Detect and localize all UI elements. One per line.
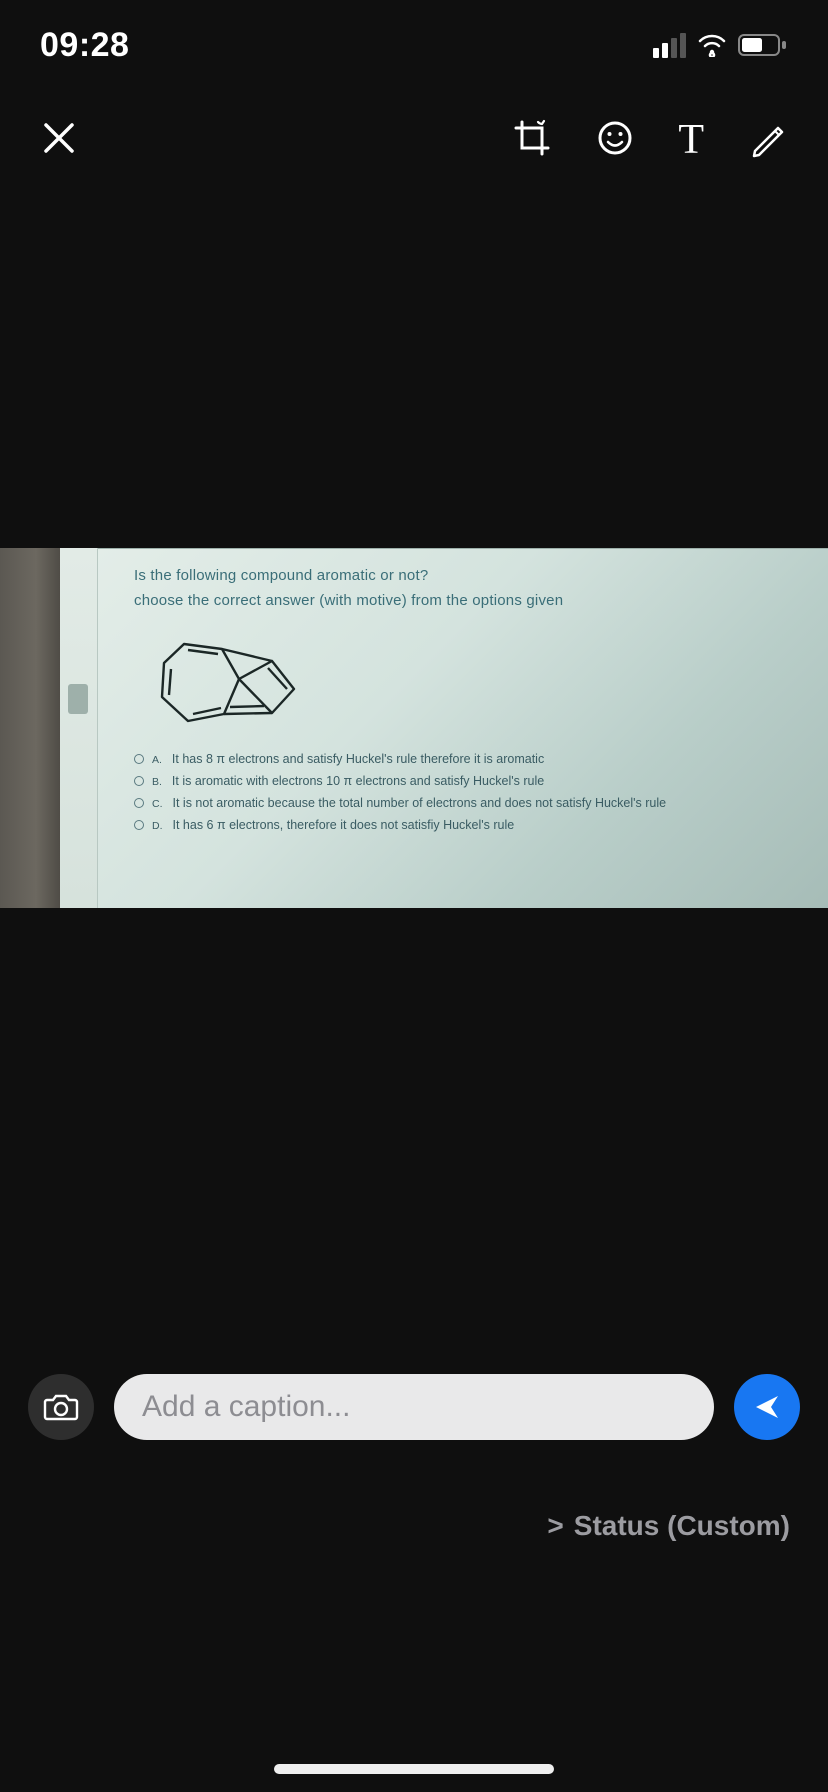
home-indicator[interactable] — [274, 1764, 554, 1774]
send-button[interactable] — [734, 1374, 800, 1440]
option-b: B. It is aromatic with electrons 10 π el… — [134, 774, 808, 788]
crop-icon — [512, 118, 552, 158]
cellular-signal-icon — [653, 33, 686, 58]
question-line-1: Is the following compound aromatic or no… — [134, 567, 808, 584]
screen-sidebar — [60, 548, 98, 908]
chevron-right-icon: > — [547, 1510, 563, 1542]
radio-icon — [134, 820, 144, 830]
radio-icon — [134, 754, 144, 764]
option-d: D. It has 6 π electrons, therefore it do… — [134, 818, 808, 832]
draw-button[interactable] — [748, 118, 788, 163]
option-letter: A. — [152, 754, 162, 766]
option-letter: B. — [152, 776, 162, 788]
editor-toolbar: T — [0, 100, 828, 180]
question-panel: Is the following compound aromatic or no… — [98, 548, 828, 908]
option-text: It has 6 π electrons, therefore it does … — [173, 818, 515, 832]
camera-icon — [43, 1392, 79, 1422]
status-bar: 09:28 — [0, 0, 828, 90]
radio-icon — [134, 776, 144, 786]
send-icon — [752, 1392, 782, 1422]
option-letter: C. — [152, 798, 163, 810]
option-text: It is aromatic with electrons 10 π elect… — [172, 774, 544, 788]
sticker-button[interactable] — [596, 119, 634, 162]
battery-icon — [738, 33, 788, 57]
wifi-icon — [696, 33, 728, 57]
caption-bar: Add a caption... — [0, 1362, 828, 1452]
close-button[interactable] — [40, 119, 78, 162]
option-letter: D. — [152, 820, 163, 832]
caption-placeholder: Add a caption... — [142, 1390, 350, 1424]
text-tool-button[interactable]: T — [678, 116, 704, 164]
pencil-icon — [748, 118, 788, 158]
recipient-label: Status (Custom) — [574, 1510, 790, 1542]
text-tool-label: T — [678, 117, 704, 163]
molecule-diagram — [144, 629, 808, 744]
close-icon — [40, 119, 78, 157]
radio-icon — [134, 798, 144, 808]
recipient-row[interactable]: > Status (Custom) — [0, 1510, 828, 1542]
image-preview[interactable]: Is the following compound aromatic or no… — [0, 548, 828, 908]
sidebar-block-icon — [68, 684, 88, 714]
crop-button[interactable] — [512, 118, 552, 163]
status-time: 09:28 — [40, 26, 129, 65]
smiley-icon — [596, 119, 634, 157]
status-indicators — [653, 33, 788, 58]
option-text: It has 8 π electrons and satisfy Huckel'… — [172, 752, 544, 766]
option-c: C. It is not aromatic because the total … — [134, 796, 808, 810]
option-text: It is not aromatic because the total num… — [173, 796, 667, 810]
options-list: A. It has 8 π electrons and satisfy Huck… — [134, 752, 808, 832]
camera-button[interactable] — [28, 1374, 94, 1440]
monitor-bezel — [0, 548, 60, 908]
caption-input[interactable]: Add a caption... — [114, 1374, 714, 1440]
question-line-2: choose the correct answer (with motive) … — [134, 592, 808, 609]
option-a: A. It has 8 π electrons and satisfy Huck… — [134, 752, 808, 766]
